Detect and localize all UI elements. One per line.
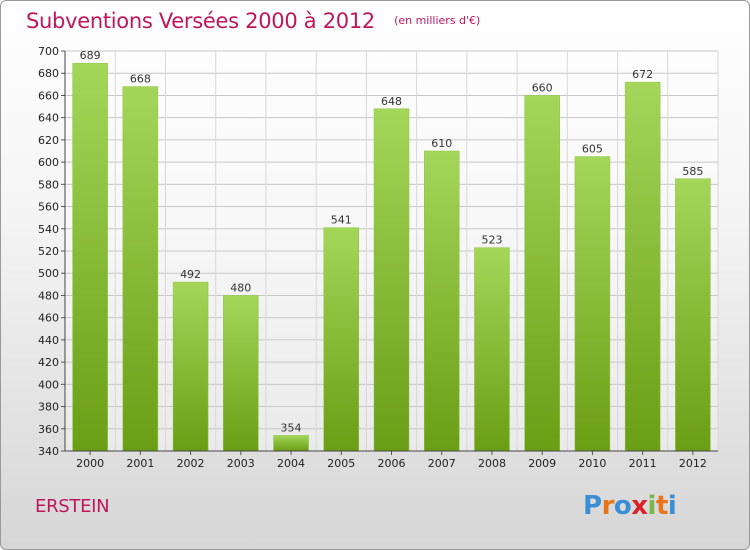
bar-2002 <box>172 281 209 452</box>
y-tick-label: 400 <box>38 378 59 391</box>
y-tick-label: 380 <box>38 401 59 414</box>
y-tick-label: 420 <box>38 356 59 369</box>
value-label-2002: 492 <box>180 268 201 281</box>
bar-2006 <box>373 108 410 452</box>
y-tick-label: 600 <box>38 156 59 169</box>
proxiti-logo: Proxiti <box>583 491 677 521</box>
x-tick-label-2002: 2002 <box>177 457 205 470</box>
y-tick-label: 540 <box>38 223 59 236</box>
value-label-2010: 605 <box>582 143 603 156</box>
logo-letter: x <box>631 491 648 521</box>
y-tick-label: 500 <box>38 267 59 280</box>
logo-letter: r <box>601 491 615 521</box>
value-label-2012: 585 <box>682 165 703 178</box>
bar-2005 <box>323 227 360 452</box>
value-label-2000: 689 <box>80 49 101 62</box>
x-tick-label-2005: 2005 <box>327 457 355 470</box>
chart-title: Subventions Versées 2000 à 2012 (en mill… <box>26 9 480 33</box>
logo-letter: t <box>655 491 668 521</box>
x-tick-label-2000: 2000 <box>76 457 104 470</box>
logo-letter: i <box>647 491 657 521</box>
logo-letter: o <box>613 491 632 521</box>
y-tick-label: 360 <box>38 423 59 436</box>
bar-2000 <box>72 62 108 452</box>
x-tick-label-2007: 2007 <box>428 457 456 470</box>
bar-2012 <box>675 178 711 452</box>
value-label-2006: 648 <box>381 95 402 108</box>
y-tick-label: 480 <box>38 289 59 302</box>
location-label: ERSTEIN <box>35 496 110 517</box>
y-tick-label: 640 <box>38 112 59 125</box>
value-label-2004: 354 <box>281 421 302 434</box>
x-tick-label-2004: 2004 <box>277 457 305 470</box>
y-tick-label: 660 <box>38 89 59 102</box>
data-labels: 689 668 492 480 354 541 648 610 523 660 605 672 585 <box>80 49 704 434</box>
bar-2010 <box>574 156 611 452</box>
x-tick-label-2003: 2003 <box>227 457 255 470</box>
x-tick-label-2001: 2001 <box>126 457 154 470</box>
logo-letter: P <box>583 491 602 521</box>
y-tick-label: 520 <box>38 245 59 258</box>
y-tick-label: 700 <box>38 45 59 58</box>
y-tick-label: 440 <box>38 334 59 347</box>
bar-2004 <box>273 435 309 452</box>
chart-title-main: Subventions Versées 2000 à 2012 <box>26 9 375 33</box>
bars <box>72 62 711 452</box>
x-tick-label-2010: 2010 <box>578 457 606 470</box>
y-tick-label: 340 <box>38 445 59 458</box>
x-tick-label-2011: 2011 <box>629 457 657 470</box>
axes: 340 360 380 400 420 440 460 480 500 520 540 560 580 6… <box>38 45 718 470</box>
value-label-2011: 672 <box>632 68 653 81</box>
y-tick-label: 580 <box>38 178 59 191</box>
x-tick-label-2006: 2006 <box>378 457 406 470</box>
y-tick-label: 680 <box>38 67 59 80</box>
value-label-2008: 523 <box>481 234 502 247</box>
x-tick-label-2008: 2008 <box>478 457 506 470</box>
value-label-2005: 541 <box>331 214 352 227</box>
value-label-2003: 480 <box>230 281 251 294</box>
bar-2007 <box>423 150 460 452</box>
y-tick-label: 620 <box>38 134 59 147</box>
bar-2001 <box>122 86 159 452</box>
value-label-2007: 610 <box>431 137 452 150</box>
chart-unit-note: (en milliers d'€) <box>394 14 481 27</box>
x-tick-label-2012: 2012 <box>679 457 707 470</box>
y-tick-label: 560 <box>38 201 59 214</box>
bar-2011 <box>624 81 661 452</box>
value-label-2001: 668 <box>130 73 151 86</box>
logo-letter: i <box>667 491 677 521</box>
y-tick-label: 460 <box>38 312 59 325</box>
value-label-2009: 660 <box>532 81 553 94</box>
bar-2009 <box>524 95 560 452</box>
bar-2003 <box>223 295 259 452</box>
x-tick-label-2009: 2009 <box>528 457 556 470</box>
bar-2008 <box>474 247 510 452</box>
